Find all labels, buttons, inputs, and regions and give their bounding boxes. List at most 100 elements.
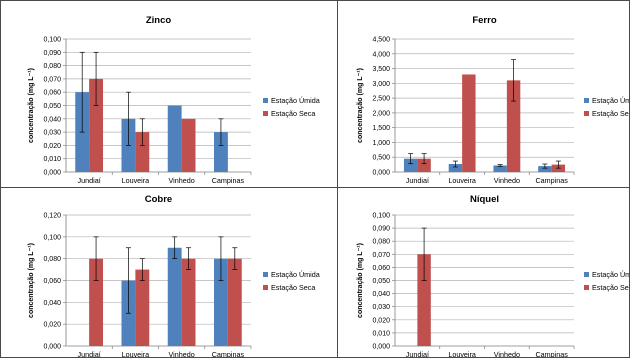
y-tick-label: 4,000 [372, 51, 390, 58]
x-tick-label-campinas: Campinas [212, 176, 245, 185]
y-tick-label: 0,040 [43, 116, 61, 123]
bar-estacao-umida-campinas [214, 258, 228, 346]
legend-swatch-estacao-seca [584, 111, 589, 116]
y-tick-label: 0,100 [43, 234, 61, 241]
y-tick-label: 2,000 [372, 110, 390, 117]
bar-estacao-seca-campinas [227, 258, 242, 346]
y-tick-label: 1,000 [372, 140, 390, 147]
bar-estacao-umida-vinhedo [167, 105, 182, 172]
legend-label-estacao-umida: Estação Úmida [271, 96, 320, 105]
y-tick-label: 0,020 [372, 317, 390, 324]
y-tick-label: 0,100 [372, 213, 390, 220]
bar-estacao-seca-jundiai [89, 78, 103, 172]
y-tick-label: 0,020 [43, 143, 61, 150]
legend-label-estacao-umida: Estação Úmida [592, 270, 630, 279]
y-tick-label: 0,050 [372, 278, 390, 285]
y-tick-label: 0,100 [43, 37, 61, 44]
y-tick-label: 0,090 [43, 50, 61, 57]
bar-estacao-umida-campinas [538, 166, 552, 172]
legend-swatch-estacao-seca [584, 285, 589, 290]
x-tick-label-campinas: Campinas [535, 176, 568, 185]
y-tick-label: 0,080 [43, 63, 61, 70]
x-tick-label-louveira: Louveira [448, 176, 476, 185]
y-axis-label: concentração (mg L⁻¹) [28, 243, 35, 318]
bar-estacao-umida-vinhedo [493, 165, 507, 172]
chart-title: Níquel [470, 194, 499, 205]
legend-label-estacao-seca: Estação Seca [592, 109, 630, 118]
y-tick-label: 0,030 [372, 304, 390, 311]
y-tick-label: 3,500 [372, 66, 390, 73]
legend-label-estacao-seca: Estação Seca [592, 283, 630, 292]
x-tick-label-campinas: Campinas [212, 350, 245, 358]
y-axis-label: concentração (mg L⁻¹) [357, 68, 364, 143]
y-tick-label: 0,040 [372, 291, 390, 298]
bar-estacao-seca-jundiai [89, 258, 103, 346]
y-tick-label: 4,500 [372, 37, 390, 44]
x-tick-label-vinhedo: Vinhedo [169, 176, 195, 185]
bar-estacao-umida-vinhedo [167, 247, 182, 346]
legend-swatch-estacao-umida [584, 272, 589, 277]
y-tick-label: 0,090 [372, 226, 390, 233]
legend-swatch-estacao-seca [263, 285, 268, 290]
chart-panel-niquel: Níquel 0,000 0,010 0,020 0,030 0,040 0,050 0,06… [337, 187, 630, 358]
x-tick-label-jundiai: Jundiaí [406, 350, 429, 358]
chart-svg: Cobre 0,000 0,020 0,040 0,060 0,080 0,100 0,120… [28, 194, 320, 358]
x-tick-label-vinhedo: Vinhedo [494, 176, 520, 185]
x-tick-label-louveira: Louveira [448, 350, 476, 358]
legend-label-estacao-seca: Estação Seca [271, 283, 315, 292]
x-tick-label-vinhedo: Vinhedo [494, 350, 520, 358]
y-axis-label: concentração (mg L⁻¹) [357, 243, 364, 318]
x-tick-label-jundiai: Jundiaí [406, 176, 429, 185]
y-tick-label: 0,000 [43, 344, 61, 351]
y-tick-label: 0,000 [43, 170, 61, 177]
y-tick-label: 0,080 [43, 256, 61, 263]
legend-label-estacao-umida: Estação Úmida [592, 96, 630, 105]
y-tick-label: 0,010 [43, 156, 61, 163]
y-tick-label: 0,080 [372, 239, 390, 246]
bar-estacao-seca-jundiai [417, 158, 431, 172]
y-tick-label: 0,000 [372, 170, 390, 177]
legend-swatch-estacao-umida [584, 98, 589, 103]
chart-svg: Zinco 0,000 0,010 0,020 0,030 0,040 0,050 0,060… [28, 15, 320, 185]
bar-estacao-seca-vinhedo [181, 118, 196, 172]
chart-title: Ferro [472, 15, 496, 26]
x-tick-label-campinas: Campinas [535, 350, 568, 358]
legend-label-estacao-seca: Estação Seca [271, 109, 315, 118]
y-tick-label: 0,060 [43, 90, 61, 97]
bar-estacao-umida-campinas [214, 132, 228, 172]
legend-swatch-estacao-umida [263, 98, 268, 103]
bar-estacao-seca-louveira [135, 269, 150, 346]
chart-panel-ferro: Ferro 0,000 0,500 1,000 1,500 2,000 2,500 3,000… [337, 0, 630, 188]
chart-svg: Ferro 0,000 0,500 1,000 1,500 2,000 2,500 3,000… [357, 15, 630, 185]
chart-panel-zinco: Zinco 0,000 0,010 0,020 0,030 0,040 0,050 0,060… [0, 0, 338, 188]
bar-estacao-seca-louveira [462, 74, 476, 172]
y-tick-label: 0,040 [43, 300, 61, 307]
bar-estacao-umida-louveira [448, 164, 463, 172]
y-tick-label: 1,500 [372, 125, 390, 132]
bar-estacao-umida-jundiai [403, 158, 418, 172]
x-tick-label-louveira: Louveira [122, 176, 150, 185]
bar-estacao-seca-vinhedo [181, 258, 196, 346]
y-tick-label: 0,000 [372, 344, 390, 351]
chart-title: Cobre [145, 194, 172, 205]
bar-estacao-seca-louveira [135, 132, 150, 172]
y-tick-label: 0,500 [372, 155, 390, 162]
y-tick-label: 0,060 [43, 278, 61, 285]
y-tick-label: 0,010 [372, 330, 390, 337]
y-tick-label: 0,030 [43, 130, 61, 137]
y-tick-label: 3,000 [372, 81, 390, 88]
chart-panel-cobre: Cobre 0,000 0,020 0,040 0,060 0,080 0,100 0,120… [0, 187, 338, 358]
y-tick-label: 0,120 [43, 213, 61, 220]
chart-svg: Níquel 0,000 0,010 0,020 0,030 0,040 0,050 0,06… [357, 194, 630, 358]
x-tick-label-louveira: Louveira [122, 350, 150, 358]
y-tick-label: 2,500 [372, 96, 390, 103]
y-tick-label: 0,070 [372, 252, 390, 259]
x-tick-label-jundiai: Jundiaí [78, 176, 101, 185]
legend-swatch-estacao-seca [263, 111, 268, 116]
bar-estacao-seca-vinhedo [506, 80, 521, 172]
legend-label-estacao-umida: Estação Úmida [271, 270, 320, 279]
x-tick-label-vinhedo: Vinhedo [169, 350, 195, 358]
y-axis-label: concentração (mg L⁻¹) [28, 68, 35, 143]
bar-estacao-seca-jundiai [417, 254, 431, 346]
x-tick-label-jundiai: Jundiaí [78, 350, 101, 358]
